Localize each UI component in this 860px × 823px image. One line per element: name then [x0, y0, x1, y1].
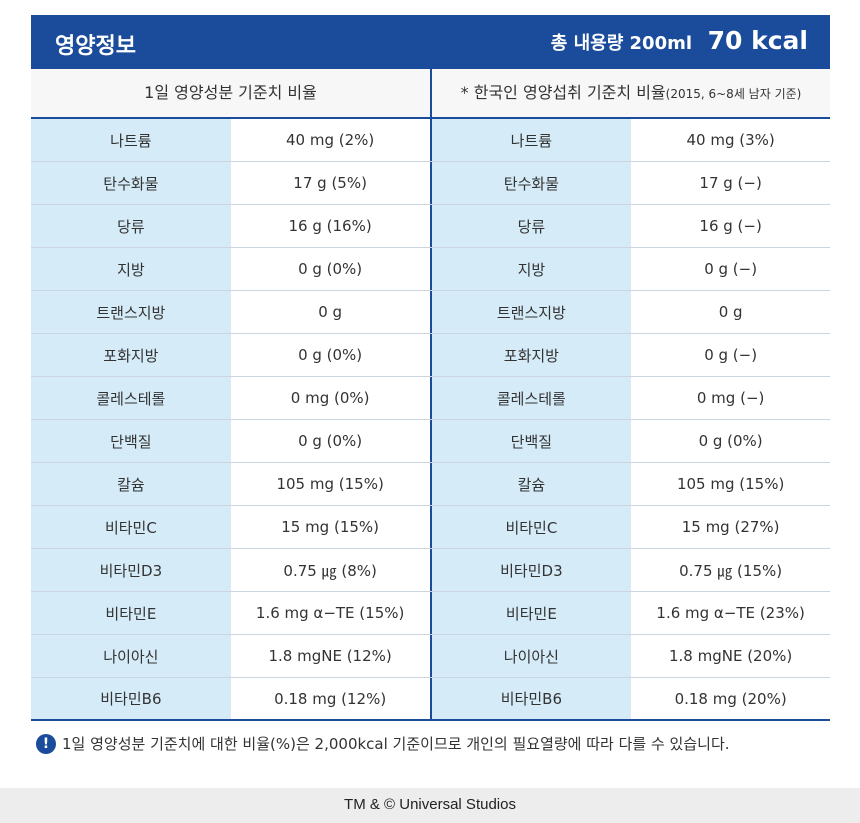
nutrient-name: 당류: [31, 205, 231, 247]
nutrient-value: 15 mg (27%): [631, 506, 830, 548]
table-row: 트랜스지방 0 g 트랜스지방 0 g: [31, 291, 830, 334]
table-row: 비타민C 15 mg (15%) 비타민C 15 mg (27%): [31, 506, 830, 549]
nutrient-name: 비타민C: [31, 506, 231, 548]
nutrient-name: 비타민C: [429, 506, 632, 548]
nutrient-value: 105 mg (15%): [631, 463, 830, 505]
header-bar: 영양정보 총 내용량 200ml 70 kcal: [31, 15, 830, 69]
nutrient-name: 칼슘: [31, 463, 231, 505]
nutrient-name: 트랜스지방: [429, 291, 632, 333]
table-row: 비타민E 1.6 mg α−TE (15%) 비타민E 1.6 mg α−TE (23…: [31, 592, 830, 635]
footer: TM & © Universal Studios: [0, 788, 860, 823]
table-row: 탄수화물 17 g (5%) 탄수화물 17 g (−): [31, 162, 830, 205]
kcal: 70 kcal: [707, 26, 808, 55]
nutrient-value: 17 g (−): [631, 162, 830, 204]
divider: [430, 69, 432, 119]
nutrient-value: 1.6 mg α−TE (23%): [631, 592, 830, 634]
nutrient-name: 단백질: [429, 420, 632, 462]
right-header: * 한국인 영양섭취 기준치 비율: [460, 83, 666, 102]
nutrient-value: 0.75 ㎍ (15%): [631, 549, 830, 591]
nutrient-value: 40 mg (2%): [230, 119, 430, 161]
nutrient-name: 나트륨: [31, 119, 231, 161]
nutrient-value: 1.6 mg α−TE (15%): [230, 592, 430, 634]
table-row: 포화지방 0 g (0%) 포화지방 0 g (−): [31, 334, 830, 377]
nutrient-name: 트랜스지방: [31, 291, 231, 333]
left-header: 1일 영양성분 기준치 비율: [144, 83, 317, 102]
table-row: 콜레스테롤 0 mg (0%) 콜레스테롤 0 mg (−): [31, 377, 830, 420]
table-row: 나이아신 1.8 mgNE (12%) 나이아신 1.8 mgNE (20%): [31, 635, 830, 678]
footnote-text: 1일 영양성분 기준치에 대한 비율(%)은 2,000kcal 기준이므로 개…: [62, 735, 730, 753]
right-header-wrap: * 한국인 영양섭취 기준치 비율(2015, 6~8세 남자 기준): [432, 69, 830, 117]
nutrient-name: 비타민D3: [31, 549, 231, 591]
table-row: 지방 0 g (0%) 지방 0 g (−): [31, 248, 830, 291]
nutrient-value: 0.18 mg (12%): [230, 678, 430, 719]
nutrient-name: 나트륨: [429, 119, 632, 161]
nutrient-value: 0 mg (0%): [230, 377, 430, 419]
nutrient-name: 비타민E: [31, 592, 231, 634]
right-header-note: (2015, 6~8세 남자 기준): [665, 87, 802, 101]
nutrient-name: 콜레스테롤: [429, 377, 632, 419]
table-row: 칼슘 105 mg (15%) 칼슘 105 mg (15%): [31, 463, 830, 506]
table-row: 단백질 0 g (0%) 단백질 0 g (0%): [31, 420, 830, 463]
nutrient-name: 비타민B6: [429, 678, 632, 719]
nutrient-value: 1.8 mgNE (20%): [631, 635, 830, 677]
nutrient-value: 0 g (−): [631, 248, 830, 290]
nutrient-name: 탄수화물: [31, 162, 231, 204]
nutrient-value: 1.8 mgNE (12%): [230, 635, 430, 677]
nutrient-value: 17 g (5%): [230, 162, 430, 204]
nutrient-value: 16 g (−): [631, 205, 830, 247]
table-row: 비타민B6 0.18 mg (12%) 비타민B6 0.18 mg (20%): [31, 678, 830, 721]
nutrient-value: 105 mg (15%): [230, 463, 430, 505]
nutrient-value: 16 g (16%): [230, 205, 430, 247]
nutrient-value: 0 g (0%): [230, 420, 430, 462]
nutrient-name: 비타민B6: [31, 678, 231, 719]
content-label: 총 내용량 200ml: [550, 33, 693, 54]
title: 영양정보: [55, 34, 136, 59]
nutrient-value: 0.18 mg (20%): [631, 678, 830, 719]
nutrient-value: 0 g (−): [631, 334, 830, 376]
nutrient-value: 0 g (0%): [230, 248, 430, 290]
table-row: 나트륨 40 mg (2%) 나트륨 40 mg (3%): [31, 119, 830, 162]
table-row: 비타민D3 0.75 ㎍ (8%) 비타민D3 0.75 ㎍ (15%): [31, 549, 830, 592]
nutrient-value: 0.75 ㎍ (8%): [230, 549, 430, 591]
info-icon: !: [36, 733, 56, 754]
nutrient-value: 0 g: [230, 291, 430, 333]
nutrient-value: 0 g: [631, 291, 830, 333]
nutrient-name: 나이아신: [31, 635, 231, 677]
nutrient-value: 0 g (0%): [631, 420, 830, 462]
nutrient-name: 칼슘: [429, 463, 632, 505]
nutrient-value: 15 mg (15%): [230, 506, 430, 548]
nutrient-name: 탄수화물: [429, 162, 632, 204]
nutrient-name: 콜레스테롤: [31, 377, 231, 419]
nutrient-name: 비타민E: [429, 592, 632, 634]
nutrient-value: 0 g (0%): [230, 334, 430, 376]
nutrient-name: 비타민D3: [429, 549, 632, 591]
nutrient-name: 지방: [429, 248, 632, 290]
nutrition-table: 나트륨 40 mg (2%) 나트륨 40 mg (3%) 탄수화물 17 g (5%) 탄…: [31, 119, 830, 721]
nutrient-name: 당류: [429, 205, 632, 247]
nutrient-name: 나이아신: [429, 635, 632, 677]
nutrient-name: 포화지방: [31, 334, 231, 376]
nutrient-name: 단백질: [31, 420, 231, 462]
nutrient-name: 포화지방: [429, 334, 632, 376]
nutrient-value: 0 mg (−): [631, 377, 830, 419]
table-row: 당류 16 g (16%) 당류 16 g (−): [31, 205, 830, 248]
footnote: ! 1일 영양성분 기준치에 대한 비율(%)은 2,000kcal 기준이므로 …: [36, 733, 730, 754]
nutrient-name: 지방: [31, 248, 231, 290]
header-summary: 총 내용량 200ml 70 kcal: [551, 26, 808, 55]
nutrient-value: 40 mg (3%): [631, 119, 830, 161]
